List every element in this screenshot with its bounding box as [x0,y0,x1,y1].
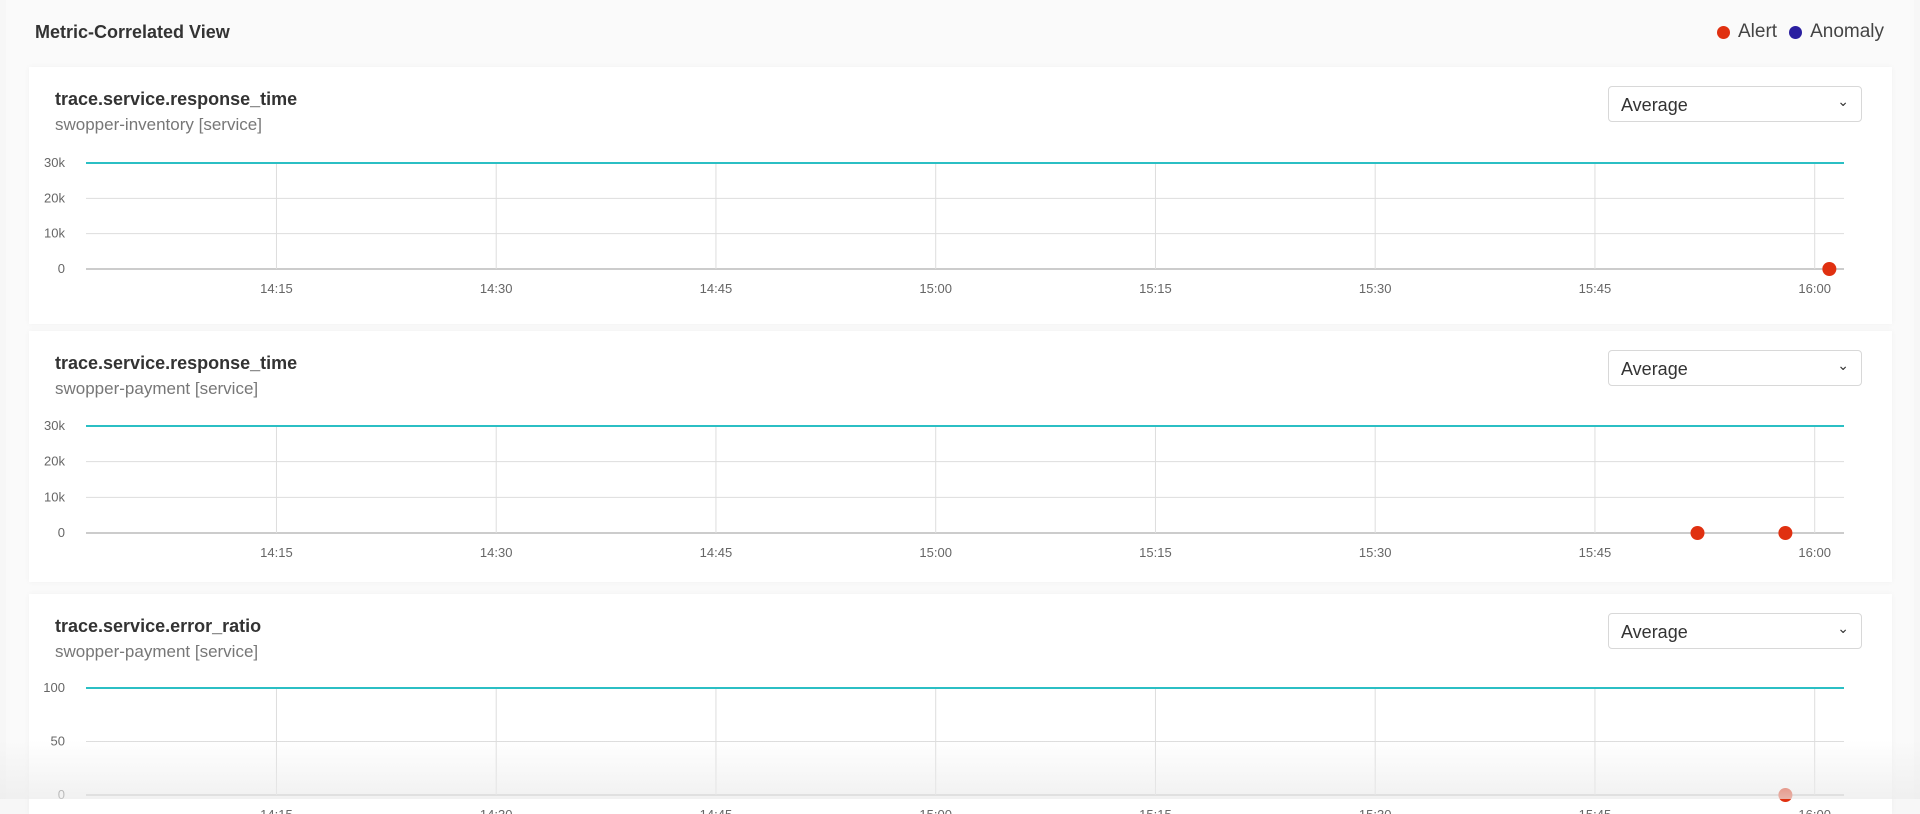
x-tick-label: 15:30 [1359,281,1392,296]
x-tick-label: 15:00 [919,545,952,560]
x-tick-label: 15:15 [1139,545,1172,560]
metric-chart: 0 50 100 14:15 14:30 14:45 15:00 15:15 15:30 15:4… [43,680,1844,814]
y-tick-label: 20k [44,454,65,469]
aggregation-select[interactable]: Average ⌄ [1608,350,1862,386]
aggregation-value: Average [1621,95,1688,115]
x-tick-label: 14:45 [700,807,733,814]
metric-entity: swopper-inventory [service] [55,115,262,134]
chevron-down-icon: ⌄ [1837,357,1849,373]
x-tick-label: 15:45 [1579,807,1612,814]
y-tick-label: 20k [44,190,65,205]
aggregation-value: Average [1621,622,1688,642]
alert-marker [1778,788,1793,802]
y-tick-label: 30k [44,418,65,433]
metric-chart: 0 10k 20k 30k 14:15 14:30 14:45 15:00 15:15 15:30… [44,155,1844,296]
x-tick-label: 15:00 [919,807,952,814]
aggregation-select[interactable]: Average ⌄ [1608,613,1862,649]
y-tick-label: 0 [58,261,65,276]
aggregation-value: Average [1621,359,1688,379]
y-tick-label: 10k [44,489,65,504]
alert-legend-dot-icon [1717,25,1730,39]
metric-card: trace.service.response_time swopper-inve… [29,67,1892,324]
x-tick-label: 16:00 [1798,545,1831,560]
chevron-down-icon: ⌄ [1837,93,1849,109]
x-tick-label: 14:30 [480,807,513,814]
metric-entity: swopper-payment [service] [55,379,259,398]
metric-card: trace.service.error_ratio swopper-paymen… [29,594,1892,814]
legend-anomaly-label: Anomaly [1810,21,1884,42]
y-tick-label: 10k [44,226,65,241]
metric-name: trace.service.response_time [55,353,298,373]
x-tick-label: 14:30 [480,545,513,560]
x-tick-label: 16:00 [1798,807,1831,814]
x-tick-label: 15:30 [1359,807,1392,814]
x-tick-label: 15:15 [1139,807,1172,814]
x-tick-label: 14:45 [700,281,733,296]
metric-name: trace.service.error_ratio [55,616,262,636]
x-tick-label: 14:30 [480,281,513,296]
y-tick-label: 50 [51,734,65,749]
alert-marker [1778,526,1793,540]
legend: Alert Anomaly [1705,21,1884,43]
x-tick-label: 15:15 [1139,281,1172,296]
metric-name: trace.service.response_time [55,89,298,109]
chevron-down-icon: ⌄ [1837,620,1849,636]
metric-chart: 0 10k 20k 30k 14:15 14:30 14:45 15:00 15:15 15:30… [44,418,1844,560]
x-tick-label: 14:15 [260,281,293,296]
aggregation-select[interactable]: Average ⌄ [1608,86,1862,122]
metric-entity: swopper-payment [service] [55,642,259,661]
x-tick-label: 14:15 [260,807,293,814]
alert-marker [1690,526,1705,540]
page-title: Metric-Correlated View [35,22,230,42]
x-tick-label: 15:00 [919,281,952,296]
y-tick-label: 0 [58,787,65,802]
y-tick-label: 100 [43,680,65,695]
alert-marker [1822,262,1837,276]
anomaly-legend-dot-icon [1789,25,1803,39]
x-tick-label: 15:30 [1359,545,1392,560]
x-tick-label: 16:00 [1798,281,1831,296]
y-tick-label: 0 [58,525,65,540]
metric-card: trace.service.response_time swopper-paym… [29,331,1892,582]
x-tick-label: 14:45 [700,545,733,560]
legend-alert-label: Alert [1738,21,1778,42]
y-tick-label: 30k [44,155,65,170]
x-tick-label: 15:45 [1579,545,1612,560]
x-tick-label: 15:45 [1579,281,1612,296]
x-tick-label: 14:15 [260,545,293,560]
